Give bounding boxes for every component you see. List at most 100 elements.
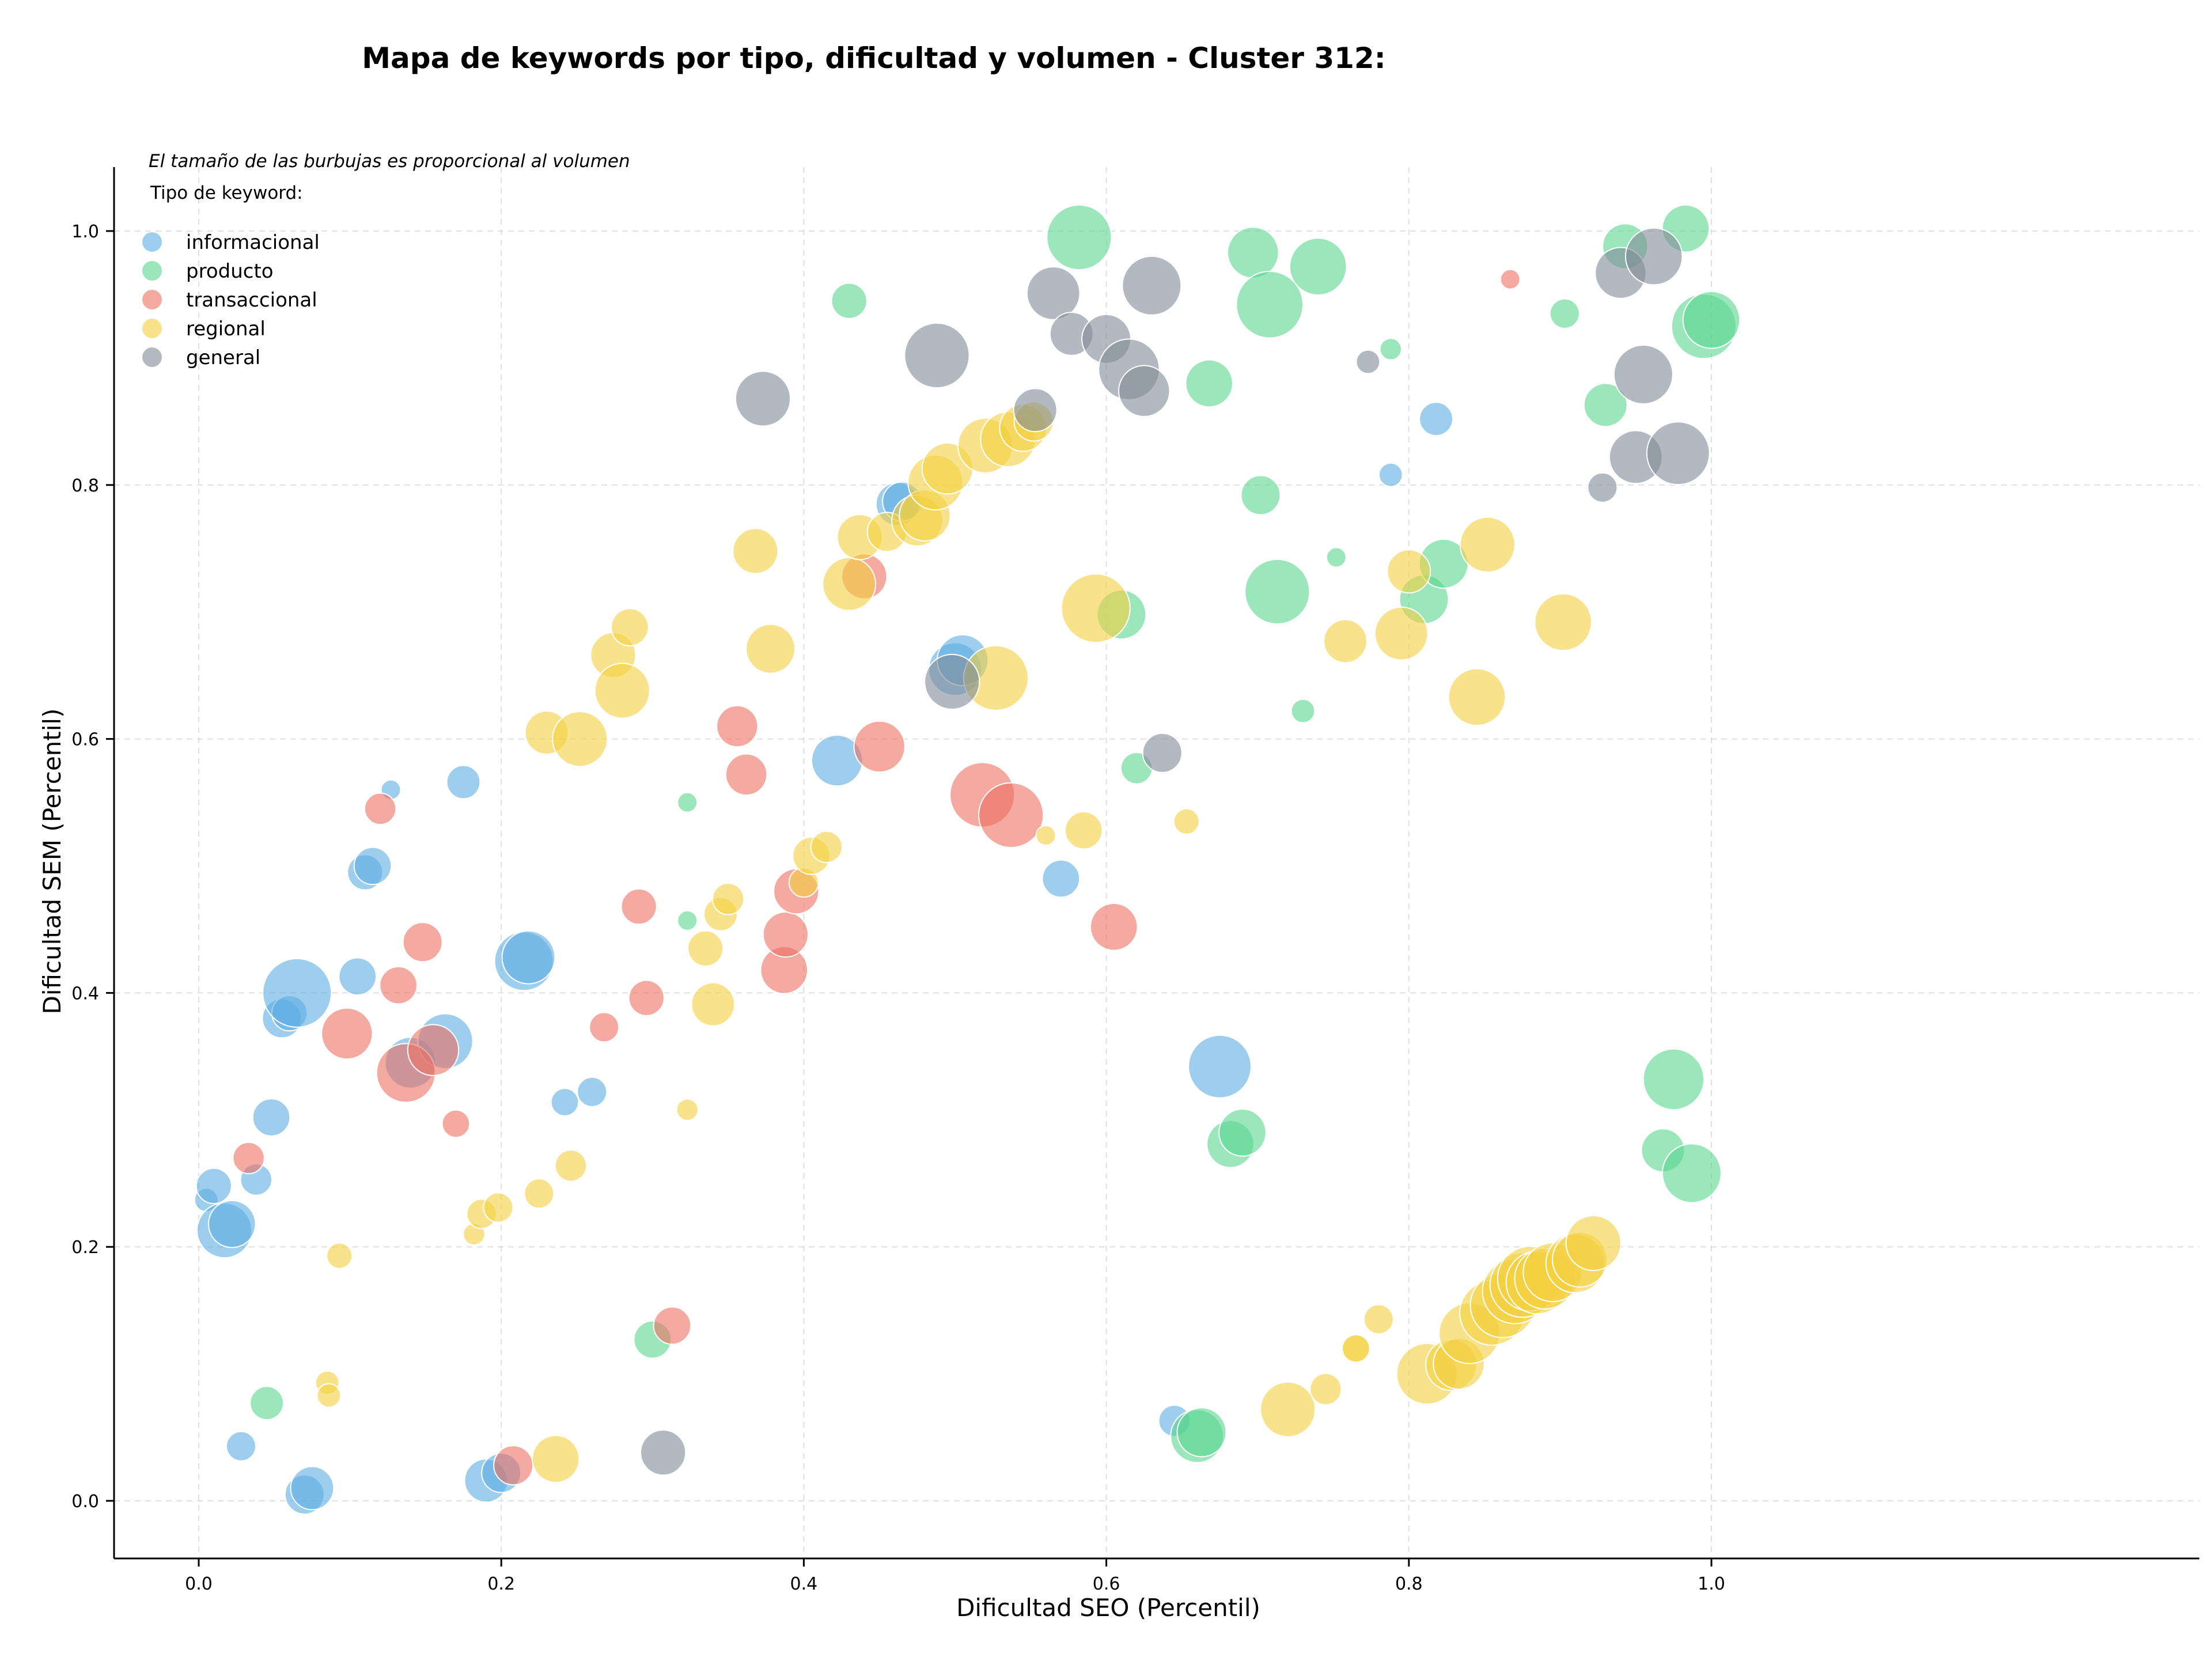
bubble-regional [676,1098,699,1121]
bubble-transaccional [232,1141,265,1175]
bubble-general [1013,388,1058,433]
bubble-transaccional [379,966,418,1005]
bubble-producto [1244,558,1310,625]
bubble-regional [594,663,650,719]
bubble-regional [483,1192,514,1223]
bubble-informacional [577,1076,608,1107]
chart-title: Mapa de keywords por tipo, dificultad y … [362,41,1385,75]
x-tick-label: 0.2 [487,1574,515,1594]
bubble-regional [1448,668,1506,727]
y-tick-label: 0.6 [71,730,99,750]
bubble-producto [249,1386,285,1421]
legend-marker-transaccional [142,290,162,309]
bubbles [194,204,1741,1515]
bubble-transaccional [407,1024,460,1076]
bubble-informacional [195,1167,232,1205]
bubble-regional [691,982,736,1027]
bubble-general [1026,266,1081,320]
legend-marker-general [142,347,162,367]
bubble-transaccional [620,888,657,925]
bubble-transaccional [1499,268,1521,290]
bubble-producto [677,792,698,813]
bubble-transaccional [441,1109,471,1138]
bubble-regional [1459,516,1516,573]
bubble-regional [1387,549,1431,594]
bubble-regional [1309,1372,1342,1406]
bubble-transaccional [402,922,443,963]
bubble-general [1355,349,1381,374]
bubble-general [734,370,791,427]
bubble-regional [1534,593,1592,652]
legend-label-regional: regional [186,317,266,340]
bubble-regional [611,608,649,646]
bubble-general [904,322,970,389]
bubble-regional [1260,1381,1316,1437]
size-note: El tamaño de las burbujas es proporciona… [149,151,630,172]
bubble-producto [1549,298,1580,329]
bubble-informacional [550,1088,579,1117]
bubble-producto [1236,271,1304,339]
bubble-transaccional [493,1445,534,1486]
bubble-general [1118,365,1171,417]
bubble-informacional [353,846,392,886]
bubble-producto [1661,1143,1722,1204]
bubble-transaccional [725,753,768,796]
bubble-general [1646,421,1710,486]
y-axis-label: Dificultad SEM (Percentil) [38,709,66,1015]
bubble-informacional [1378,462,1403,487]
bubble-regional [552,711,608,767]
bubble-regional [326,1242,353,1269]
bubble-transaccional [628,979,665,1016]
x-tick-label: 0.8 [1395,1574,1423,1594]
bubble-regional [554,1149,588,1182]
bubble-regional [1060,573,1131,644]
x-tick-label: 0.6 [1093,1574,1120,1594]
bubble-producto [1682,290,1741,349]
bubble-transaccional [978,782,1044,848]
y-tick-label: 0.2 [71,1238,99,1258]
bubble-regional [1035,825,1056,846]
bubble-informacional [262,958,332,1028]
bubble-transaccional [363,792,397,826]
x-tick-label: 0.4 [790,1574,818,1594]
x-tick-label: 1.0 [1698,1574,1725,1594]
bubble-producto [1176,1407,1227,1458]
bubble-general [640,1429,687,1476]
bubble-informacional [1188,1034,1252,1099]
bubble-producto [677,910,698,931]
bubble-informacional [1419,402,1453,437]
bubble-general [1613,345,1673,405]
bubble-transaccional [716,705,759,748]
bubble-producto [1379,338,1402,361]
legend-title: Tipo de keyword: [150,183,303,203]
axes: 0.0 0.2 0.4 0.6 0.8 1.0 0.0 0.2 0.4 0.6 0.8 1.0 [71,167,2199,1594]
y-tick-label: 1.0 [71,222,99,242]
bubble-producto [1227,226,1279,279]
bubble-producto [1290,698,1316,724]
bubble-informacional [1041,859,1081,898]
bubble-transaccional [653,1306,692,1345]
bubble-regional [745,623,796,674]
bubble-producto [1046,204,1112,271]
y-tick-label: 0.4 [71,983,99,1004]
legend-label-informacional: informacional [186,231,320,254]
bubble-regional [1064,811,1103,850]
bubble-regional [822,557,877,611]
x-tick-label: 0.0 [185,1574,213,1594]
bubble-regional [1363,1304,1394,1335]
bubble-informacional [338,957,377,996]
bubble-informacional [252,1098,291,1137]
legend-marker-regional [142,319,162,338]
bubble-transaccional [589,1012,620,1043]
bubble-producto [1583,383,1628,427]
bubble-regional [531,1435,580,1484]
bubble-regional [1173,808,1200,835]
bubble-regional [1565,1214,1622,1272]
bubble-transaccional [762,911,809,958]
bubble-transaccional [1089,902,1138,951]
bubble-informacional [501,930,556,985]
bubble-informacional [226,1431,257,1462]
bubble-regional [732,528,779,574]
bubble-producto [1289,237,1347,296]
